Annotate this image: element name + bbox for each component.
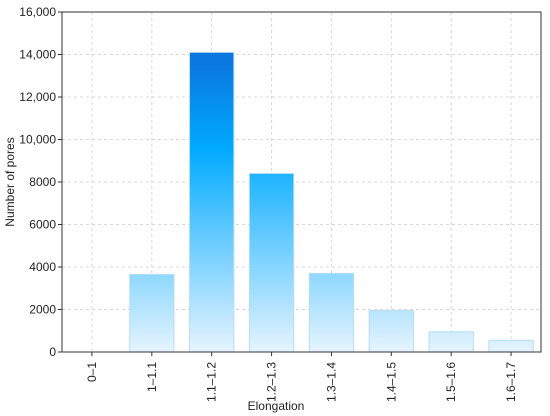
y-tick-label: 16,000 <box>19 5 56 19</box>
plot-frame <box>61 11 542 353</box>
x-tick-label: 1–1.1 <box>145 362 159 392</box>
x-tick-label: 0–1 <box>85 362 99 382</box>
bar <box>129 273 175 353</box>
y-axis-label: Number of pores <box>3 137 17 226</box>
x-axis-label: Elongation <box>248 399 305 413</box>
x-tick-label: 1.6–1.7 <box>504 362 518 402</box>
x-tick-label: 1.1–1.2 <box>205 362 219 402</box>
x-tick-label: 1.2–1.3 <box>265 362 279 402</box>
y-tick-label: 12,000 <box>19 90 56 104</box>
y-tick-label: 6000 <box>29 218 56 232</box>
bar <box>488 339 534 353</box>
y-tick-label: 2000 <box>29 303 56 317</box>
bar <box>248 173 295 353</box>
y-tick-label: 4000 <box>29 260 56 274</box>
x-tick-label: 1.5–1.6 <box>444 362 458 402</box>
bar <box>308 272 355 353</box>
x-tick-label: 1.3–1.4 <box>324 362 338 402</box>
y-tick-label: 8000 <box>29 175 56 189</box>
bar <box>368 310 414 353</box>
bar <box>189 51 235 353</box>
y-tick-label: 14,000 <box>19 48 56 62</box>
bar <box>428 331 474 353</box>
y-tick-label: 0 <box>49 345 56 359</box>
y-tick-label: 10,000 <box>19 133 56 147</box>
x-tick-label: 1.4–1.5 <box>384 362 398 402</box>
